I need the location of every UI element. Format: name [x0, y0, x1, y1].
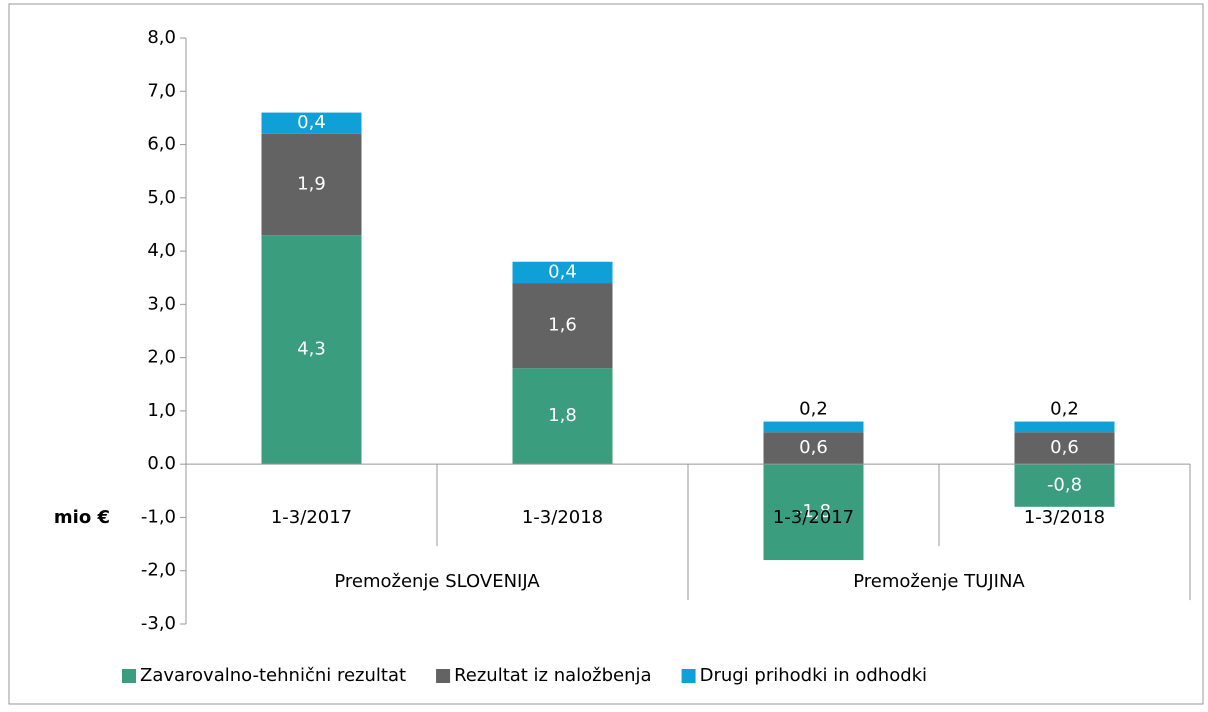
- legend-label: Zavarovalno-tehnični rezultat: [140, 665, 406, 686]
- y-tick-label: -1,0: [141, 506, 176, 527]
- y-tick-label: 5,0: [147, 187, 176, 208]
- bar-segment: [1014, 464, 1115, 507]
- bar-segment: [1014, 432, 1115, 465]
- legend-swatch: [122, 669, 136, 683]
- group-label: Premoženje TUJINA: [853, 571, 1025, 592]
- x-tick-label: 1-3/2018: [522, 507, 603, 528]
- y-tick-label: 7,0: [147, 80, 176, 101]
- legend-label: Rezultat iz naložbenja: [454, 665, 652, 686]
- y-tick-label: 2,0: [147, 347, 176, 368]
- data-label: -0,8: [1047, 474, 1082, 495]
- bar-segment: [261, 235, 362, 465]
- data-label: 1,9: [297, 174, 326, 195]
- legend-swatch: [681, 669, 696, 683]
- y-tick-label: -2,0: [141, 560, 176, 581]
- data-label: 0,4: [297, 112, 326, 133]
- data-label: 4,3: [297, 339, 326, 360]
- data-label: 0,6: [1050, 437, 1079, 458]
- data-label: -1,8: [796, 501, 831, 522]
- x-tick-label: 1-3/2017: [773, 507, 854, 528]
- bar-segment: [763, 421, 864, 433]
- bar-segment: [1014, 421, 1115, 433]
- y-tick-label: 4,0: [147, 240, 176, 261]
- data-label: 0,2: [1050, 399, 1079, 420]
- data-label: 0,4: [548, 261, 577, 282]
- bar-segment: [261, 112, 362, 134]
- y-tick-label: 3,0: [147, 293, 176, 314]
- bar-segment: [261, 133, 362, 236]
- x-tick-label: 1-3/2018: [1024, 507, 1105, 528]
- legend-label: Drugi prihodki in odhodki: [700, 665, 927, 686]
- legend-swatch: [436, 669, 451, 683]
- bar-segment: [763, 432, 864, 465]
- bar-segment: [512, 368, 613, 465]
- bar-segment: [512, 261, 613, 284]
- y-tick-label: 1,0: [147, 400, 176, 421]
- data-label: 1,8: [548, 405, 577, 426]
- group-label: Premoženje SLOVENIJA: [334, 571, 540, 592]
- data-label: 1,6: [548, 315, 577, 336]
- y-tick-label: 8,0: [147, 27, 176, 48]
- data-label: 0,6: [799, 437, 828, 458]
- y-tick-label: 6,0: [147, 134, 176, 155]
- y-tick-label: 0.0: [147, 453, 176, 474]
- y-axis-label: mio €: [54, 507, 110, 528]
- bar-segment: [763, 464, 864, 561]
- y-tick-label: -3,0: [141, 613, 176, 634]
- data-label: 0,2: [799, 399, 828, 420]
- bar-segment: [512, 283, 613, 369]
- x-tick-label: 1-3/2017: [271, 507, 352, 528]
